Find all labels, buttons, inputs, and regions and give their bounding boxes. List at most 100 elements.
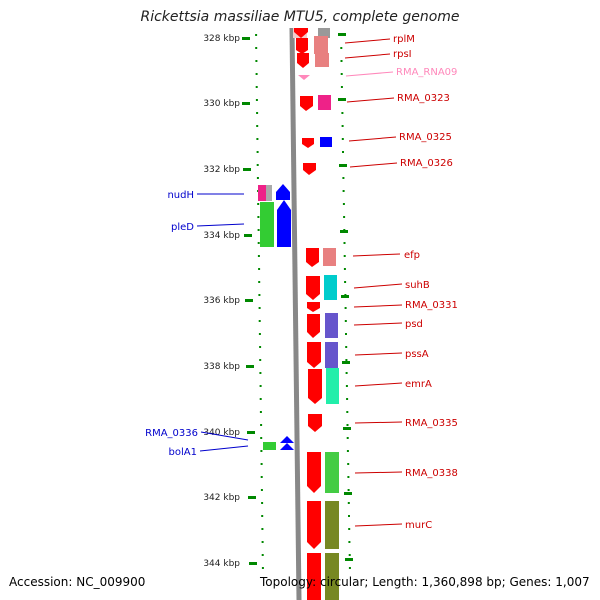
minor-tick: [343, 268, 346, 270]
genome-title: Rickettsia massiliae MTU5, complete geno…: [140, 9, 460, 25]
tick-label-334: 334 kbp: [203, 231, 240, 241]
minor-tick: [348, 541, 351, 543]
minor-tick: [258, 320, 261, 322]
gene-arrow-pssA: [307, 342, 321, 368]
topology-text: Topology: circular; Length: 1,360,898 bp…: [260, 575, 590, 589]
minor-tick: [341, 99, 344, 101]
minor-tick: [341, 125, 344, 127]
scale-axis: 328 kbp 330 kbp 332 kbp 334 kbp 336 kbp …: [203, 34, 240, 569]
genome-backbone: [289, 27, 302, 600]
minor-tick: [342, 177, 345, 179]
major-tick: [242, 37, 250, 40]
major-tick: [341, 295, 349, 298]
minor-tick: [340, 47, 343, 49]
minor-tick: [258, 333, 261, 335]
major-tick: [249, 562, 257, 565]
minor-tick: [257, 242, 260, 244]
tick-label-342: 342 kbp: [203, 493, 240, 503]
gene-block-nudH: [266, 185, 272, 201]
major-tick: [340, 230, 348, 233]
minor-tick: [346, 450, 349, 452]
gene-block-rma0338: [325, 452, 339, 493]
minor-tick: [261, 515, 264, 517]
minor-tick: [345, 385, 348, 387]
minor-tick: [345, 346, 348, 348]
minor-tick: [341, 112, 344, 114]
forward-genes: [258, 184, 294, 450]
minor-tick: [342, 190, 345, 192]
minor-tick: [257, 229, 260, 231]
minor-tick: [259, 385, 262, 387]
minor-tick: [343, 255, 346, 257]
gene-block-psd: [325, 313, 338, 338]
gene-label-rma0325: RMA_0325: [399, 132, 452, 143]
gene-label-suhB: suhB: [405, 280, 430, 291]
minor-tick: [255, 86, 258, 88]
minor-tick: [345, 359, 348, 361]
tick-label-330: 330 kbp: [203, 99, 240, 109]
gene-block-rma0325: [320, 137, 332, 147]
minor-tick: [340, 73, 343, 75]
gene-block-rplM: [314, 36, 328, 54]
minor-tick: [347, 489, 350, 491]
minor-tick: [256, 138, 259, 140]
gene-block-bottom: [325, 553, 339, 600]
leader-lines: [196, 38, 403, 527]
minor-tick: [347, 476, 350, 478]
minor-tick: [342, 203, 345, 205]
gene-label-rma0331: RMA_0331: [405, 300, 458, 311]
minor-tick: [257, 203, 260, 205]
minor-tick: [259, 359, 262, 361]
gene-arrow-emrA: [308, 369, 322, 404]
gene-label-nudH: nudH: [167, 190, 194, 201]
minor-tick: [346, 411, 349, 413]
gene-block: [318, 28, 330, 38]
minor-tick: [342, 164, 345, 166]
gene-arrow-rma0323: [300, 96, 313, 111]
tick-label-328: 328 kbp: [203, 34, 240, 44]
minor-tick: [260, 450, 263, 452]
gene-label-pssA: pssA: [405, 349, 429, 360]
gene-block-pleD: [260, 202, 274, 247]
gene-arrow-rma0338: [307, 452, 321, 493]
gene-arrow-rplM: [294, 28, 308, 38]
major-tick: [248, 496, 256, 499]
minor-tick: [346, 424, 349, 426]
minor-tick: [257, 255, 260, 257]
major-tick: [242, 102, 250, 105]
minor-tick: [340, 60, 343, 62]
accession-text: Accession: NC_009900: [9, 575, 146, 589]
minor-tick: [346, 398, 349, 400]
minor-tick: [347, 463, 350, 465]
minor-tick: [261, 567, 264, 569]
gene-label-rna09: RMA_RNA09: [396, 67, 457, 78]
major-tick: [247, 431, 255, 434]
gene-label-pleD: pleD: [171, 222, 194, 233]
major-tick: [342, 361, 350, 364]
minor-tick: [348, 554, 351, 556]
gene-block-nudH: [258, 185, 266, 201]
minor-tick: [256, 177, 259, 179]
gene-label-bolA1: bolA1: [169, 447, 197, 458]
minor-tick: [260, 437, 263, 439]
gene-label-efp: efp: [404, 250, 420, 261]
minor-tick: [258, 307, 261, 309]
minor-tick: [256, 151, 259, 153]
gene-arrow-bolA1: [280, 443, 294, 450]
gene-arrow-rma0325: [302, 138, 314, 148]
gene-arrow-rpsI-2: [297, 53, 309, 68]
minor-tick: [344, 281, 347, 283]
tick-label-332: 332 kbp: [203, 165, 240, 175]
minor-tick: [259, 372, 262, 374]
minor-tick: [260, 476, 263, 478]
gene-label-rma0336: RMA_0336: [145, 428, 198, 439]
minor-tick: [255, 99, 258, 101]
gene-arrow-rma0326: [303, 163, 316, 175]
tick-label-338: 338 kbp: [203, 362, 240, 372]
minor-tick: [256, 112, 259, 114]
gene-block-bottom: [307, 553, 321, 600]
minor-tick: [260, 489, 263, 491]
minor-tick: [259, 346, 262, 348]
tick-label-344: 344 kbp: [203, 559, 240, 569]
tick-label-340: 340 kbp: [203, 428, 240, 438]
